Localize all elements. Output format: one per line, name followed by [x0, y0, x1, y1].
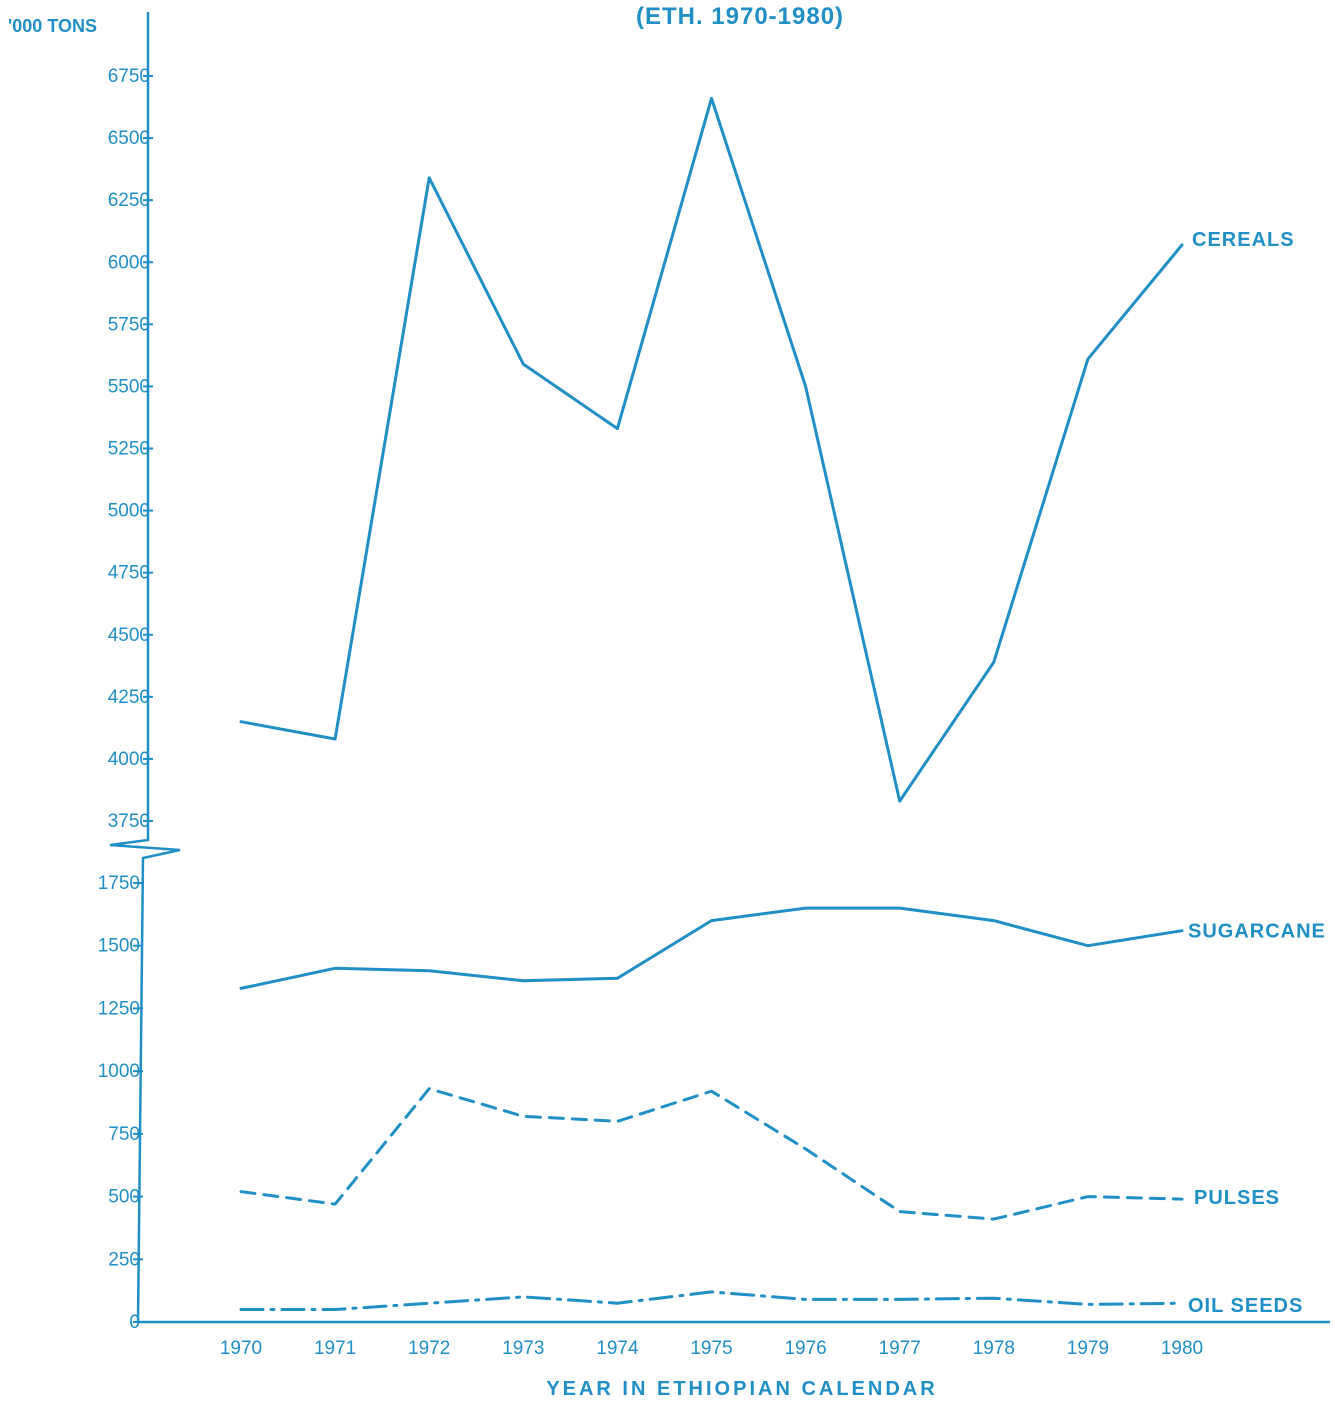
x-axis-title: YEAR IN ETHIOPIAN CALENDAR [546, 1378, 937, 1400]
x-tick-label: 1978 [973, 1338, 1015, 1359]
y-ticks-upper: 3750 4000 4250 4500 4750 5000 5250 5500 5750 6000… [108, 66, 153, 832]
y-ticks-lower: 0 250 500 750 1000 1250 1500 1750 [98, 873, 143, 1333]
y-tick-label: 5500 [108, 376, 150, 397]
y-tick-label: 5250 [108, 439, 150, 460]
y-tick-label: 4500 [108, 625, 150, 646]
y-axis [109, 12, 181, 1323]
series-line-oil-seeds [239, 1290, 1184, 1311]
chart-title: (ETH. 1970-1980) [636, 3, 844, 30]
y-tick-label: 500 [108, 1187, 140, 1208]
y-tick-label: 1000 [98, 1061, 140, 1082]
y-tick-label: 5000 [108, 501, 150, 522]
y-tick-label: 4250 [108, 687, 150, 708]
y-tick-label: 0 [129, 1312, 140, 1333]
y-tick-label: 1500 [98, 936, 140, 957]
x-tick-label: 1975 [690, 1338, 732, 1359]
x-tick-label: 1976 [784, 1338, 826, 1359]
y-tick-label: 4750 [108, 563, 150, 584]
y-axis-line [109, 12, 181, 1323]
series-lines [239, 96, 1184, 1311]
series-label-sugarcane: SUGARCANE [1188, 921, 1326, 943]
x-tick-label: 1972 [408, 1338, 450, 1359]
y-tick-label: 6750 [108, 66, 150, 87]
series-labels: CEREALS SUGARCANE PULSES OIL SEEDS [1188, 229, 1326, 1317]
y-axis-unit-label: '000 TONS [8, 16, 97, 36]
x-tick-label: 1979 [1067, 1338, 1109, 1359]
series-line-sugarcane [239, 906, 1184, 990]
y-tick-label: 750 [108, 1124, 140, 1145]
y-tick-label: 6250 [108, 190, 150, 211]
x-tick-labels: 1970 1971 1972 1973 1974 1975 1976 1977 1978 1979… [220, 1338, 1203, 1359]
x-tick-label: 1977 [879, 1338, 921, 1359]
y-tick-label: 3750 [108, 811, 150, 832]
y-tick-label: 1250 [98, 998, 140, 1019]
y-tick-label: 5750 [108, 314, 150, 335]
series-label-pulses: PULSES [1194, 1187, 1280, 1209]
x-tick-label: 1973 [502, 1338, 544, 1359]
y-tick-label: 6500 [108, 128, 150, 149]
series-label-oil-seeds: OIL SEEDS [1188, 1295, 1303, 1317]
series-label-cereals: CEREALS [1192, 229, 1295, 251]
y-tick-label: 250 [108, 1249, 140, 1270]
x-tick-label: 1971 [314, 1338, 356, 1359]
series-line-pulses [239, 1087, 1184, 1221]
x-tick-label: 1974 [596, 1338, 639, 1359]
x-tick-label: 1980 [1161, 1338, 1203, 1359]
x-tick-label: 1970 [220, 1338, 262, 1359]
y-tick-label: 4000 [108, 749, 150, 770]
y-tick-label: 6000 [108, 252, 150, 273]
y-tick-label: 1750 [98, 873, 140, 894]
series-line-cereals [239, 96, 1184, 803]
